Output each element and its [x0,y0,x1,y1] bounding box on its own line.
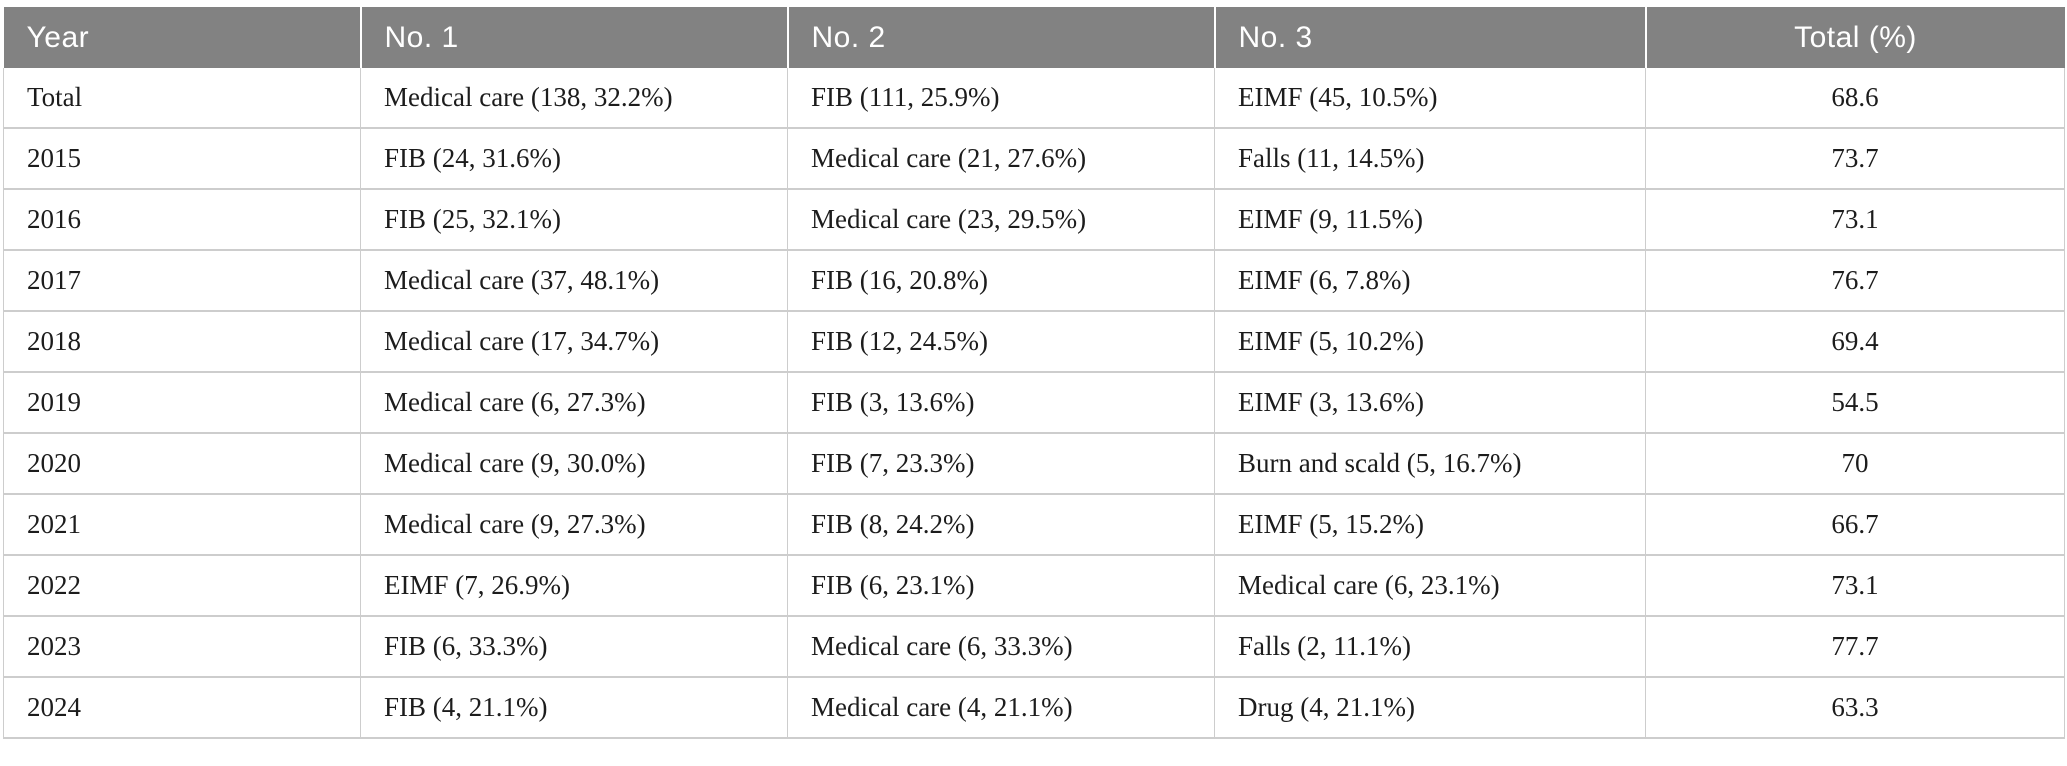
cell-no1: Medical care (9, 27.3%) [360,493,788,556]
cell-year: 2016 [3,188,361,251]
column-header-year: Year [3,7,361,68]
cell-no2: Medical care (21, 27.6%) [787,127,1215,190]
cell-no2: Medical care (4, 21.1%) [787,676,1215,739]
cell-no3: EIMF (9, 11.5%) [1214,188,1646,251]
cell-year: 2019 [3,371,361,434]
cell-no2: FIB (7, 23.3%) [787,432,1215,495]
table-row: 2024 FIB (4, 21.1%) Medical care (4, 21.1%… [3,676,2065,739]
table-row: 2023 FIB (6, 33.3%) Medical care (6, 33.3%… [3,615,2065,678]
cell-total: 77.7 [1645,615,2065,678]
cell-year: 2023 [3,615,361,678]
table-header: Year No. 1 No. 2 No. 3 Total (%) [3,7,2065,68]
cell-total: 54.5 [1645,371,2065,434]
column-header-no2: No. 2 [786,7,1215,68]
cell-no3: EIMF (5, 10.2%) [1214,310,1646,373]
cell-total: 76.7 [1645,249,2065,312]
cell-year: 2024 [3,676,361,739]
cell-no2: FIB (111, 25.9%) [787,68,1215,129]
cell-no1: FIB (6, 33.3%) [360,615,788,678]
cell-no3: EIMF (6, 7.8%) [1214,249,1646,312]
cell-no1: Medical care (37, 48.1%) [360,249,788,312]
cell-no3: Falls (2, 11.1%) [1214,615,1646,678]
table-row: 2017 Medical care (37, 48.1%) FIB (16, 20.… [3,249,2065,312]
cell-no2: FIB (8, 24.2%) [787,493,1215,556]
cell-no1: FIB (4, 21.1%) [360,676,788,739]
table-body: Total Medical care (138, 32.2%) FIB (111, … [3,68,2065,739]
cell-no1: Medical care (17, 34.7%) [360,310,788,373]
column-header-total: Total (%) [1644,7,2065,68]
table-row: 2022 EIMF (7, 26.9%) FIB (6, 23.1%) Medical… [3,554,2065,617]
table-row: 2018 Medical care (17, 34.7%) FIB (12, 24.… [3,310,2065,373]
header-row: Year No. 1 No. 2 No. 3 Total (%) [3,7,2065,68]
cell-year: 2015 [3,127,361,190]
cell-no2: FIB (12, 24.5%) [787,310,1215,373]
cell-no3: Medical care (6, 23.1%) [1214,554,1646,617]
cell-year: 2021 [3,493,361,556]
cell-total: 73.1 [1645,188,2065,251]
table-row: 2019 Medical care (6, 27.3%) FIB (3, 13.6%… [3,371,2065,434]
yearly-ranking-table: Year No. 1 No. 2 No. 3 Total (%) Total Me… [3,7,2065,739]
cell-no3: Drug (4, 21.1%) [1214,676,1646,739]
cell-no3: EIMF (3, 13.6%) [1214,371,1646,434]
cell-year: 2018 [3,310,361,373]
cell-year: Total [3,68,361,129]
cell-no2: FIB (6, 23.1%) [787,554,1215,617]
table-row: 2016 FIB (25, 32.1%) Medical care (23, 29.… [3,188,2065,251]
cell-no3: EIMF (5, 15.2%) [1214,493,1646,556]
cell-no1: Medical care (138, 32.2%) [360,68,788,129]
cell-total: 66.7 [1645,493,2065,556]
cell-no2: FIB (16, 20.8%) [787,249,1215,312]
table-row: 2021 Medical care (9, 27.3%) FIB (8, 24.2%… [3,493,2065,556]
cell-no2: Medical care (6, 33.3%) [787,615,1215,678]
cell-total: 70 [1645,432,2065,495]
yearly-ranking-table-container: Year No. 1 No. 2 No. 3 Total (%) Total Me… [3,7,2065,739]
cell-no3: Falls (11, 14.5%) [1214,127,1646,190]
cell-year: 2017 [3,249,361,312]
cell-no1: Medical care (9, 30.0%) [360,432,788,495]
table-row: 2020 Medical care (9, 30.0%) FIB (7, 23.3%… [3,432,2065,495]
cell-total: 73.1 [1645,554,2065,617]
column-header-no1: No. 1 [359,7,788,68]
cell-total: 69.4 [1645,310,2065,373]
cell-total: 68.6 [1645,68,2065,129]
cell-year: 2022 [3,554,361,617]
cell-total: 63.3 [1645,676,2065,739]
cell-no1: Medical care (6, 27.3%) [360,371,788,434]
cell-no2: Medical care (23, 29.5%) [787,188,1215,251]
cell-no3: Burn and scald (5, 16.7%) [1214,432,1646,495]
cell-year: 2020 [3,432,361,495]
cell-total: 73.7 [1645,127,2065,190]
column-header-no3: No. 3 [1213,7,1646,68]
cell-no1: FIB (25, 32.1%) [360,188,788,251]
cell-no2: FIB (3, 13.6%) [787,371,1215,434]
table-row: 2015 FIB (24, 31.6%) Medical care (21, 27.… [3,127,2065,190]
table-row: Total Medical care (138, 32.2%) FIB (111, … [3,68,2065,129]
cell-no1: FIB (24, 31.6%) [360,127,788,190]
cell-no1: EIMF (7, 26.9%) [360,554,788,617]
cell-no3: EIMF (45, 10.5%) [1214,68,1646,129]
